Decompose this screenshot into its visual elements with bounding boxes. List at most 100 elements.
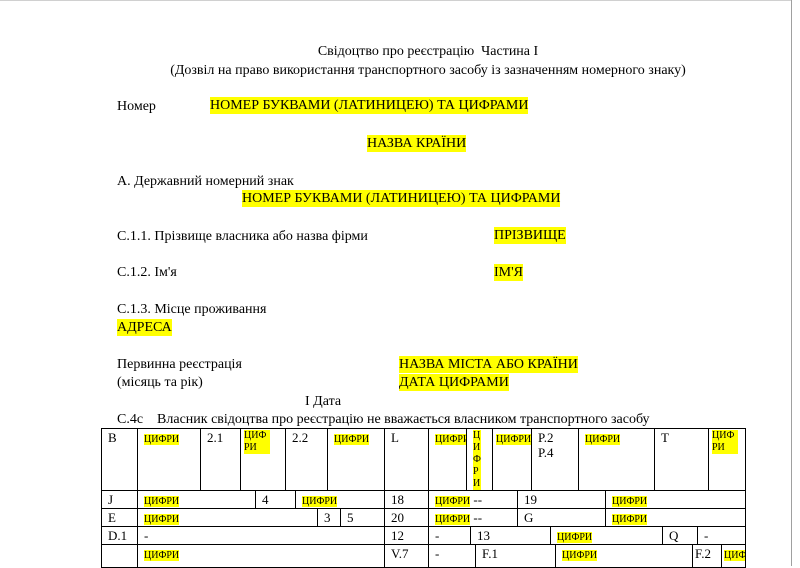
subtitle: (Дозвіл на право використання транспортн… (170, 63, 686, 78)
cell: ЦИФРИ (708, 428, 746, 491)
cell-text: 18 (391, 492, 404, 507)
cell-text: 13 (477, 528, 490, 543)
cell-text: ЦИФРИ (244, 430, 270, 454)
cell-text: ЦИФРИ (585, 434, 621, 445)
cell: ЦИФРИ (240, 428, 286, 491)
cell-text: B (108, 430, 117, 445)
cell-text: L (391, 430, 399, 445)
cell: 18 (384, 490, 429, 509)
placeholder: ПРІЗВИЩЕ (494, 227, 566, 244)
window-edge (0, 0, 792, 1)
cell-text: 2.1 (207, 430, 224, 445)
cell: ЦИФРИ (327, 428, 385, 491)
cell: 19 (517, 490, 606, 509)
cell: P.2 P.4 (531, 428, 579, 491)
cell: G (517, 508, 606, 527)
placeholder: ДАТА ЦИФРАМИ (399, 374, 509, 391)
cell: V.7 (384, 544, 429, 568)
cell: 2.2 (285, 428, 328, 491)
cell-text: V.7 (391, 546, 409, 561)
cell: ЦИФРИ (295, 490, 385, 509)
label: C.1.1. Прізвище власника або назва фірми (117, 229, 368, 244)
page-edge (791, 0, 792, 566)
cell: 12 (384, 526, 429, 545)
placeholder: НОМЕР БУКВАМИ (ЛАТИНИЦЕЮ) ТА ЦИФРАМИ (242, 190, 561, 207)
cell-text: 5 (347, 510, 354, 525)
cell-text: ЦИФРИ (562, 550, 598, 561)
cell: - (428, 544, 476, 568)
cell: 5 (340, 508, 385, 527)
cell-text: Q (669, 528, 679, 543)
cell-text: F.1 (482, 546, 498, 561)
cell-text: 4 (262, 492, 269, 507)
cell: D.1 (101, 526, 138, 545)
cell: B (101, 428, 138, 491)
cell-text: ЦИФРИ (144, 550, 180, 561)
label: Первинна реєстрація (117, 357, 242, 372)
label: I Дата (305, 394, 342, 409)
cell-text: 3 (324, 510, 331, 525)
cell: ЦИФРИ (605, 508, 746, 527)
cell-text: ЦИФРИ (144, 496, 180, 507)
cell-text: 19 (524, 492, 537, 507)
cell: ЦИФРИ (550, 526, 663, 545)
cell-text: -- (473, 510, 483, 525)
cell-text: 2.2 (292, 430, 309, 445)
cell: F.2 (692, 544, 722, 568)
label: (місяць та рік) (117, 375, 203, 390)
cell-text: 12 (391, 528, 404, 543)
placeholder: НАЗВА КРАЇНИ (367, 135, 467, 152)
cell-text: ЦИФРИ (473, 430, 481, 490)
cell-text: D.1 (108, 528, 128, 543)
cell-text: -- (473, 492, 483, 507)
cell: ЦИФРИ (605, 490, 746, 509)
cell-text: 20 (391, 510, 404, 525)
cell: ЦИФРИ (578, 428, 655, 491)
cell-text: - (435, 528, 440, 543)
cell-text: ЦИФРИ (435, 434, 466, 445)
label: A. Державний номерний знак (117, 174, 294, 189)
cell: ЦИФРИ (137, 428, 201, 491)
cell: - (697, 526, 746, 545)
cell: ЦИФРИ (137, 490, 256, 509)
placeholder: АДРЕСА (117, 319, 172, 336)
label: C.4c Власник свідоцтва про реєстрацію не… (117, 412, 650, 427)
cell: E (101, 508, 138, 527)
title: Свідоцтво про реєстрацію Частина I (317, 44, 539, 59)
cell-text: ЦИФРИ (712, 430, 738, 454)
cell: ЦИФРИ -- (428, 508, 518, 527)
cell-text: - (435, 546, 440, 561)
cell: L (384, 428, 429, 491)
placeholder: НОМЕР БУКВАМИ (ЛАТИНИЦЕЮ) ТА ЦИФРАМИ (210, 97, 529, 114)
cell-text: - (144, 528, 149, 543)
placeholder: ІМ'Я (494, 264, 523, 281)
cell: ЦИФРИ (555, 544, 693, 568)
cell-text: ЦИФРИ (612, 514, 648, 525)
cell: F.1 (475, 544, 556, 568)
cell-text: ЦИФРИ (557, 532, 593, 543)
cell-text: ЦИФРИ (435, 514, 471, 525)
cell-text: G (524, 510, 534, 525)
cell: ЦИФРИ (137, 544, 385, 568)
cell (101, 544, 138, 568)
label: C.1.3. Місце проживання (117, 302, 267, 317)
cell-text: ЦИФРИ (435, 496, 471, 507)
cell-text: T (661, 430, 669, 445)
cell-text: ЦИФРИ (302, 496, 338, 507)
cell: ЦИФРИ (137, 508, 318, 527)
cell: ЦИФРИ (428, 428, 467, 491)
cell: ЦИФРИ (721, 544, 746, 568)
cell-text: ЦИФРИ (612, 496, 648, 507)
cell-text: ЦИФРИ (144, 434, 180, 445)
cell: ЦИФРИ (492, 428, 532, 491)
cell: 2.1 (200, 428, 241, 491)
cell-text: E (108, 510, 116, 525)
cell-text: F.2 (695, 546, 711, 561)
cell-text: P.2 (538, 430, 554, 445)
cell-text: ЦИФРИ (334, 434, 370, 445)
label: C.1.2. Ім'я (117, 265, 177, 280)
placeholder: НАЗВА МІСТА АБО КРАЇНИ (399, 356, 578, 373)
cell-text: ЦИФРИ (724, 550, 745, 561)
cell: - (428, 526, 471, 545)
label: Номер (117, 99, 156, 114)
